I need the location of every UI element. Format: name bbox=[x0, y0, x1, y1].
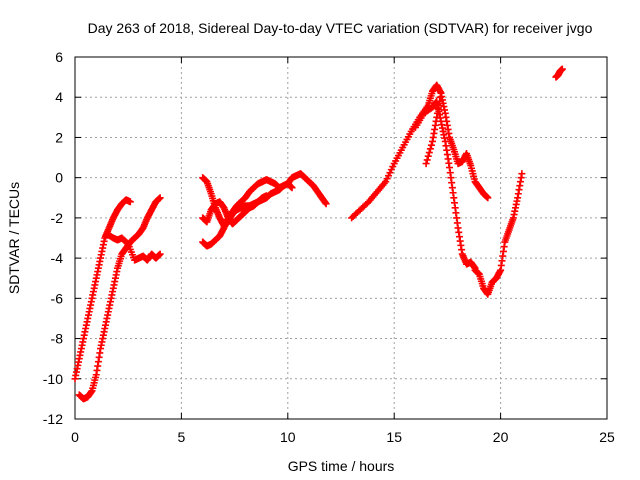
data-point bbox=[426, 145, 434, 153]
data-point bbox=[425, 149, 433, 157]
series-trace-8 bbox=[411, 97, 479, 272]
series-trace-2 bbox=[75, 194, 164, 403]
y-tick-label: -2 bbox=[51, 210, 64, 226]
data-point bbox=[322, 200, 330, 208]
y-axis-label: SDTVAR / TECUs bbox=[6, 182, 22, 294]
series-trace-10 bbox=[471, 170, 526, 298]
x-tick-label: 15 bbox=[386, 429, 402, 445]
data-point bbox=[288, 184, 296, 192]
data-point bbox=[427, 141, 435, 149]
x-tick-label: 0 bbox=[71, 429, 79, 445]
x-tick-label: 5 bbox=[178, 429, 186, 445]
x-tick-label: 20 bbox=[493, 429, 509, 445]
data-point bbox=[424, 152, 432, 160]
y-tick-label: -6 bbox=[51, 290, 64, 306]
data-point bbox=[123, 239, 131, 247]
y-tick-label: -4 bbox=[51, 250, 64, 266]
data-point bbox=[422, 160, 430, 168]
data-point bbox=[263, 192, 271, 200]
axis-ticks: 0 5 10 15 20 25 -12 -10 -8 -6 -4 -2 0 2 4 6 bbox=[43, 49, 615, 445]
data-points bbox=[71, 65, 566, 403]
data-point bbox=[484, 194, 492, 202]
data-point bbox=[126, 198, 134, 206]
y-tick-label: 4 bbox=[55, 89, 63, 105]
series-trace-5 bbox=[199, 174, 296, 230]
data-point bbox=[558, 65, 566, 73]
x-tick-label: 25 bbox=[599, 429, 615, 445]
data-point bbox=[156, 250, 164, 258]
chart-title: Day 263 of 2018, Sidereal Day-to-day VTE… bbox=[88, 20, 593, 36]
series-trace-1 bbox=[71, 196, 134, 383]
data-point bbox=[156, 194, 164, 202]
series-trace-3 bbox=[103, 230, 164, 264]
data-point bbox=[423, 156, 431, 164]
x-axis-label: GPS time / hours bbox=[288, 458, 395, 474]
series-trace-6 bbox=[199, 192, 271, 228]
y-tick-label: -8 bbox=[51, 331, 64, 347]
grid-lines bbox=[75, 57, 607, 419]
y-tick-label: 6 bbox=[55, 49, 63, 65]
series-trace-11 bbox=[552, 65, 566, 81]
plot-frame bbox=[74, 56, 608, 420]
series-trace-9 bbox=[422, 89, 492, 202]
y-tick-label: -12 bbox=[43, 411, 63, 427]
y-tick-label: 2 bbox=[55, 129, 63, 145]
x-tick-label: 10 bbox=[280, 429, 296, 445]
data-point bbox=[518, 170, 526, 178]
y-tick-label: 0 bbox=[55, 170, 63, 186]
y-tick-label: -10 bbox=[43, 371, 63, 387]
